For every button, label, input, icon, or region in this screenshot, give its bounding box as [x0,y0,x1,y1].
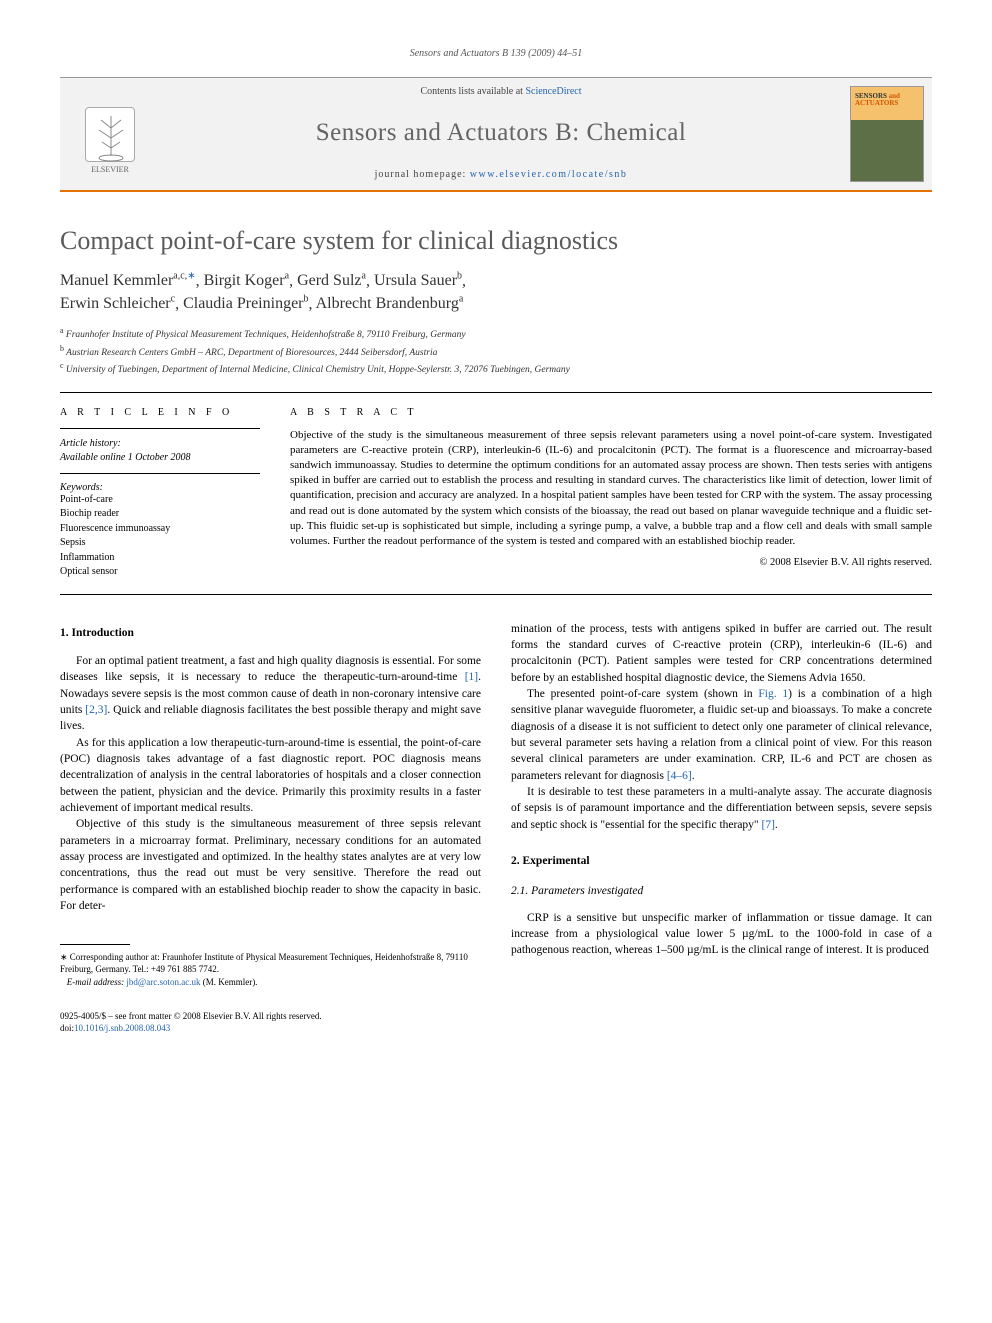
keyword: Inflammation [60,551,260,566]
abstract-copyright: © 2008 Elsevier B.V. All rights reserved… [290,557,932,568]
column-left: 1. Introduction For an optimal patient t… [60,621,481,988]
abstract-heading: A B S T R A C T [290,407,932,418]
intro-para-1: For an optimal patient treatment, a fast… [60,653,481,735]
citation-link[interactable]: [1] [465,671,478,683]
page-footer: 0925-4005/$ – see front matter © 2008 El… [60,1010,932,1035]
intro-para-3: Objective of this study is the simultane… [60,816,481,914]
article-info-heading: A R T I C L E I N F O [60,407,260,418]
authors-list: Manuel Kemmlera,c,∗, Birgit Kogera, Gerd… [60,270,932,315]
author: Gerd Sulza [297,272,366,289]
affiliation: c University of Tuebingen, Department of… [60,360,932,377]
keyword: Point-of-care [60,493,260,508]
footnote-separator [60,944,130,945]
experimental-para-1: CRP is a sensitive but unspecific marker… [511,910,932,959]
section-1-heading: 1. Introduction [60,625,481,641]
keyword: Fluorescence immunoassay [60,522,260,537]
history-label: Article history: [60,437,260,451]
history-value: Available online 1 October 2008 [60,451,260,465]
elsevier-tree-icon [85,107,135,162]
homepage-prefix: journal homepage: [375,169,470,180]
keywords-list: Point-of-careBiochip readerFluorescence … [60,493,260,580]
section-2-heading: 2. Experimental [511,853,932,869]
keyword: Sepsis [60,536,260,551]
author: Albrecht Brandenburga [316,295,464,312]
abstract-text: Objective of the study is the simultaneo… [290,428,932,549]
citation-link[interactable]: [2,3] [85,704,107,716]
affiliation: b Austrian Research Centers GmbH – ARC, … [60,343,932,360]
issn-copyright-line: 0925-4005/$ – see front matter © 2008 El… [60,1010,932,1023]
author: Erwin Schleicherc [60,295,175,312]
contents-available-line: Contents lists available at ScienceDirec… [170,86,832,97]
sciencedirect-link[interactable]: ScienceDirect [525,86,581,97]
author: Claudia Preiningerb [183,295,308,312]
article-title: Compact point-of-care system for clinica… [60,226,932,256]
journal-homepage-line: journal homepage: www.elsevier.com/locat… [170,169,832,180]
keyword: Biochip reader [60,507,260,522]
journal-masthead: ELSEVIER Contents lists available at Sci… [60,77,932,192]
intro-para-4: The presented point-of-care system (show… [511,686,932,784]
intro-para-3-cont: mination of the process, tests with anti… [511,621,932,686]
citation-link[interactable]: [7] [762,819,775,831]
author: Birgit Kogera [204,272,289,289]
journal-cover-thumb: SENSORS and ACTUATORS [842,78,932,190]
journal-name: Sensors and Actuators B: Chemical [170,119,832,147]
affiliation: a Fraunhofer Institute of Physical Measu… [60,325,932,342]
journal-homepage-link[interactable]: www.elsevier.com/locate/snb [470,169,628,180]
keyword: Optical sensor [60,565,260,580]
column-right: mination of the process, tests with anti… [511,621,932,988]
abstract-block: A B S T R A C T Objective of the study i… [290,407,932,580]
article-info-block: A R T I C L E I N F O Article history: A… [60,407,260,580]
publisher-logo-block: ELSEVIER [60,78,160,190]
author: Manuel Kemmlera,c,∗ [60,272,196,289]
publisher-name: ELSEVIER [91,165,129,174]
citation-link[interactable]: [4–6] [667,770,692,782]
running-header: Sensors and Actuators B 139 (2009) 44–51 [60,48,932,59]
affiliations-list: a Fraunhofer Institute of Physical Measu… [60,325,932,377]
cover-title: SENSORS and ACTUATORS [855,93,919,107]
corresponding-author-footnote: ∗ Corresponding author at: Fraunhofer In… [60,951,481,987]
contents-prefix: Contents lists available at [420,86,525,97]
author: Ursula Sauerb [374,272,462,289]
corr-email-link[interactable]: jbd@arc.soton.ac.uk [126,977,200,987]
doi-label: doi: [60,1023,74,1033]
elsevier-logo: ELSEVIER [75,94,145,174]
keywords-label: Keywords: [60,482,260,493]
intro-para-2: As for this application a low therapeuti… [60,735,481,817]
section-2-1-heading: 2.1. Parameters investigated [511,883,932,899]
figure-link[interactable]: Fig. 1 [758,688,788,700]
intro-para-5: It is desirable to test these parameters… [511,784,932,833]
doi-link[interactable]: 10.1016/j.snb.2008.08.043 [74,1023,170,1033]
